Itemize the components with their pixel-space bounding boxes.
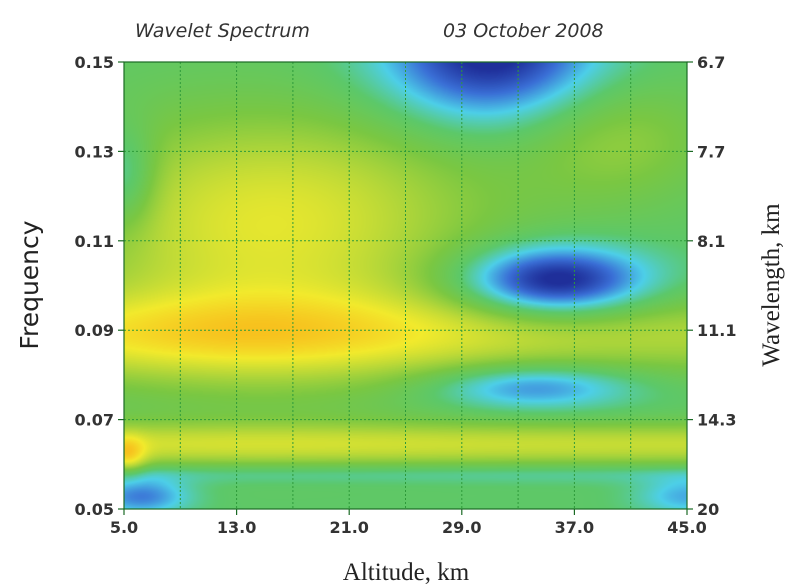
y-axis-label: Frequency bbox=[15, 220, 44, 349]
y2-tick-label: 20 bbox=[697, 500, 719, 519]
y2-tick-label: 7.7 bbox=[697, 142, 725, 161]
y2-tick-label: 8.1 bbox=[697, 232, 725, 251]
x-tick-label: 13.0 bbox=[217, 518, 256, 537]
x-tick-label: 37.0 bbox=[555, 518, 594, 537]
x-tick-label: 5.0 bbox=[110, 518, 138, 537]
x-tick-label: 29.0 bbox=[442, 518, 481, 537]
chart-subtitle: 03 October 2008 bbox=[443, 20, 604, 42]
x-axis-ticks: 5.0 13.0 21.0 29.0 37.0 45.0 bbox=[110, 509, 707, 537]
y-tick-label: 0.05 bbox=[75, 500, 114, 519]
y2-axis-label: Wavelength, km bbox=[758, 203, 785, 367]
x-axis-label: Altitude, km bbox=[343, 559, 470, 586]
plot-frame bbox=[123, 61, 688, 510]
y2-tick-label: 6.7 bbox=[697, 53, 725, 72]
y-tick-label: 0.15 bbox=[75, 53, 114, 72]
y-axis-ticks: 0.05 0.07 0.09 0.11 0.13 0.15 bbox=[75, 53, 124, 519]
x-tick-label: 21.0 bbox=[329, 518, 368, 537]
heatmap-container bbox=[124, 62, 687, 509]
y2-tick-label: 11.1 bbox=[697, 321, 736, 340]
y2-axis-ticks: 20 14.3 11.1 8.1 7.7 6.7 bbox=[687, 53, 736, 519]
y-tick-label: 0.13 bbox=[75, 142, 114, 161]
y-tick-label: 0.09 bbox=[75, 321, 114, 340]
y2-tick-label: 14.3 bbox=[697, 411, 736, 430]
heatmap-canvas bbox=[124, 62, 687, 509]
x-tick-label: 45.0 bbox=[667, 518, 706, 537]
grid-lines bbox=[124, 62, 687, 509]
y-tick-label: 0.11 bbox=[75, 232, 114, 251]
chart-title: Wavelet Spectrum bbox=[135, 20, 310, 42]
y-tick-label: 0.07 bbox=[75, 411, 114, 430]
